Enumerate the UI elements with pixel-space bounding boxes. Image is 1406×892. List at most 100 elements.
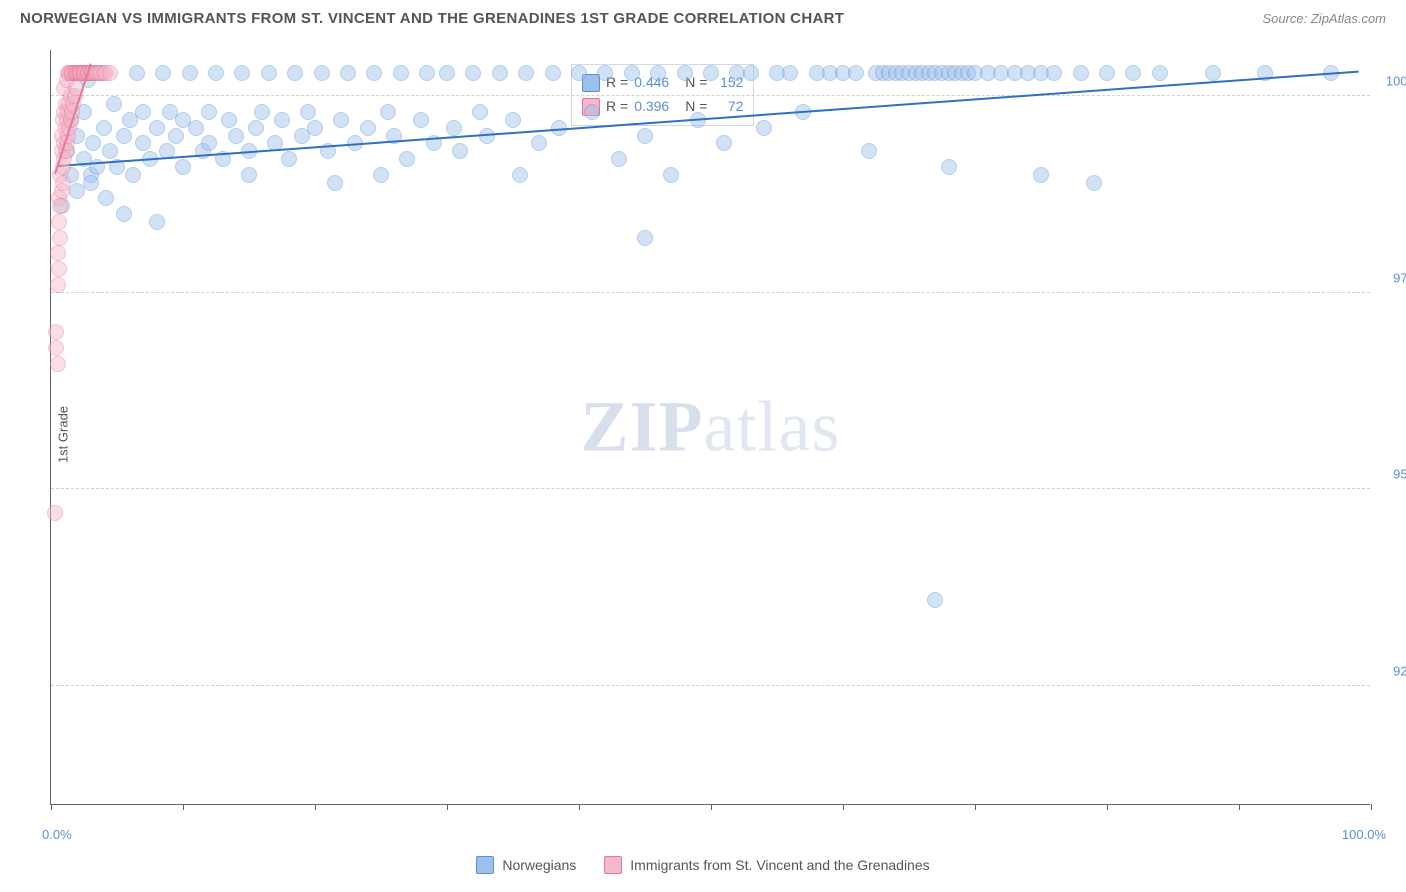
data-point [472,104,488,120]
data-point [83,175,99,191]
data-point [848,65,864,81]
data-point [248,120,264,136]
data-point [637,230,653,246]
chart-header: NORWEGIAN VS IMMIGRANTS FROM ST. VINCENT… [0,0,1406,33]
y-tick-label: 92.5% [1375,664,1406,679]
data-point [47,505,63,521]
data-point [98,190,114,206]
data-point [135,135,151,151]
data-point [366,65,382,81]
gridline [51,95,1370,96]
data-point [716,135,732,151]
series-legend: Norwegians Immigrants from St. Vincent an… [0,856,1406,874]
data-point [941,159,957,175]
data-point [52,230,68,246]
gridline [51,685,1370,686]
data-point [439,65,455,81]
r-value: 0.396 [634,95,669,119]
data-point [1205,65,1221,81]
legend-item: Norwegians [476,856,576,874]
data-point [129,65,145,81]
data-point [1033,167,1049,183]
data-point [281,151,297,167]
data-point [1125,65,1141,81]
r-label: R = [606,95,628,119]
data-point [155,65,171,81]
data-point [51,261,67,277]
data-point [663,167,679,183]
data-point [201,135,217,151]
legend-item: Immigrants from St. Vincent and the Gren… [604,856,929,874]
data-point [50,356,66,372]
data-point [241,167,257,183]
data-point [597,65,613,81]
x-tick [1371,804,1372,810]
data-point [51,214,67,230]
x-tick [1239,804,1240,810]
data-point [413,112,429,128]
y-tick-label: 97.5% [1375,270,1406,285]
stats-legend-row: R =0.396N =72 [582,95,743,119]
data-point [492,65,508,81]
data-point [1046,65,1062,81]
gridline [51,292,1370,293]
data-point [116,206,132,222]
data-point [52,198,68,214]
data-point [624,65,640,81]
data-point [360,120,376,136]
y-tick-label: 95.0% [1375,467,1406,482]
data-point [373,167,389,183]
data-point [393,65,409,81]
x-tick [1107,804,1108,810]
data-point [254,104,270,120]
source-label: Source: ZipAtlas.com [1262,11,1386,26]
data-point [85,135,101,151]
gridline [51,488,1370,489]
data-point [182,65,198,81]
data-point [188,120,204,136]
data-point [300,104,316,120]
data-point [861,143,877,159]
chart-title: NORWEGIAN VS IMMIGRANTS FROM ST. VINCENT… [20,10,844,27]
data-point [611,151,627,167]
data-point [234,65,250,81]
data-point [380,104,396,120]
legend-swatch [476,856,494,874]
data-point [512,167,528,183]
data-point [1152,65,1168,81]
data-point [465,65,481,81]
data-point [446,120,462,136]
data-point [102,65,118,81]
data-point [1086,175,1102,191]
data-point [168,128,184,144]
x-tick [183,804,184,810]
data-point [505,112,521,128]
data-point [274,112,290,128]
data-point [307,120,323,136]
data-point [518,65,534,81]
data-point [340,65,356,81]
x-tick [51,804,52,810]
data-point [208,65,224,81]
x-axis-max-label: 100.0% [1342,827,1386,842]
data-point [743,65,759,81]
data-point [228,128,244,144]
data-point [221,112,237,128]
data-point [637,128,653,144]
legend-swatch [604,856,622,874]
data-point [1073,65,1089,81]
data-point [399,151,415,167]
data-point [677,65,693,81]
data-point [201,104,217,120]
x-axis-min-label: 0.0% [42,827,72,842]
data-point [927,592,943,608]
data-point [756,120,772,136]
x-tick [447,804,448,810]
legend-label: Norwegians [502,857,576,873]
data-point [419,65,435,81]
data-point [102,143,118,159]
data-point [287,65,303,81]
data-point [333,112,349,128]
x-tick [975,804,976,810]
data-point [261,65,277,81]
